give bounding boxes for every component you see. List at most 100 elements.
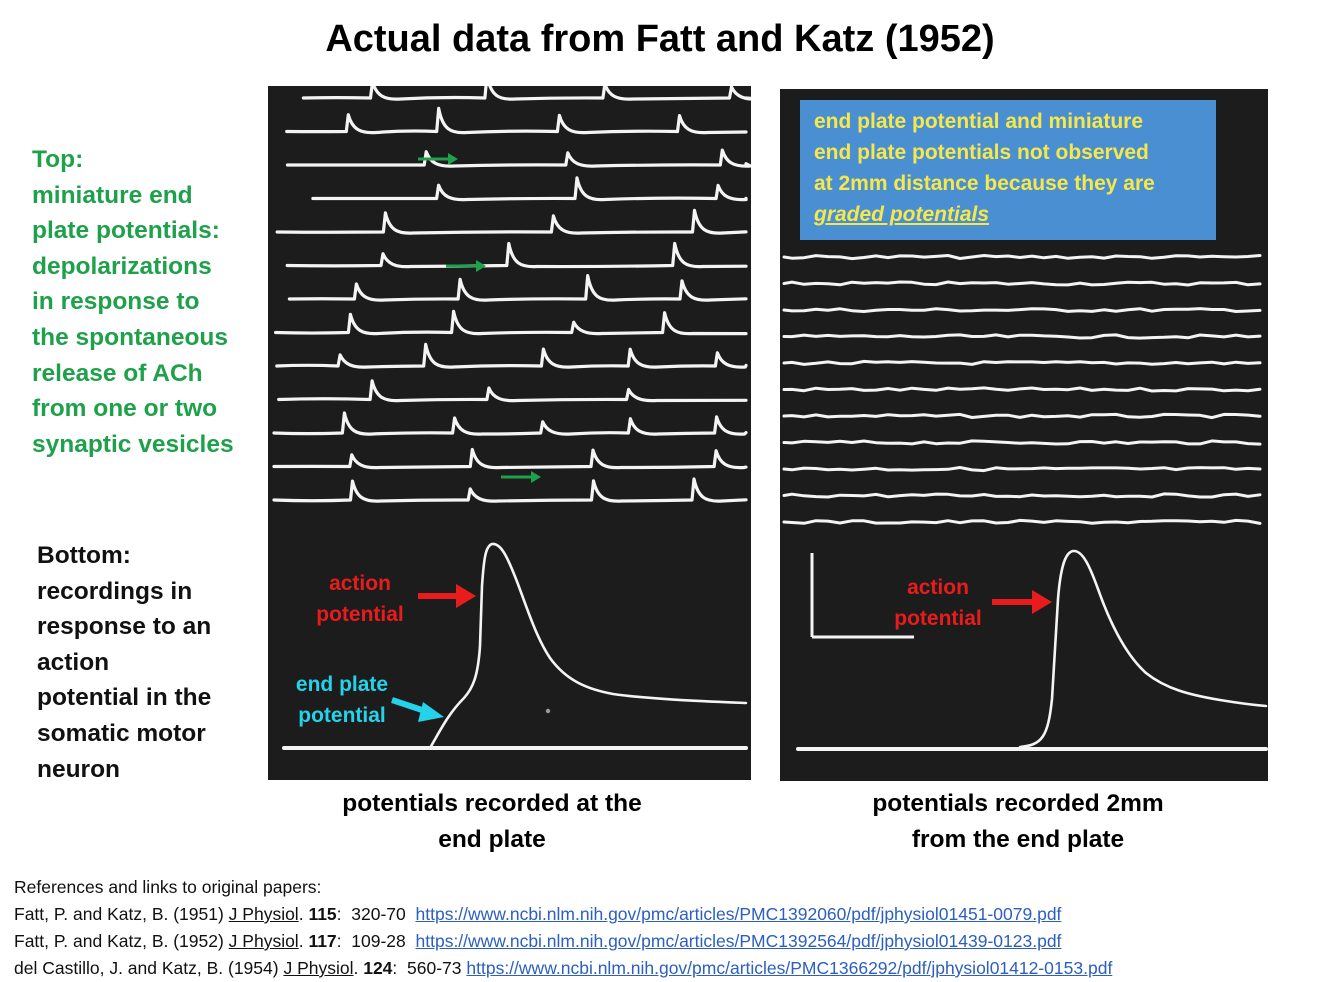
red-arrow <box>418 584 476 608</box>
bottom-description-line: response to an <box>37 613 212 641</box>
reference-pages: 560-73 <box>407 958 462 978</box>
top-description-line: depolarizations <box>32 252 212 280</box>
trace-line <box>285 241 748 269</box>
label-line: potential <box>316 603 404 626</box>
trace-line <box>272 447 748 470</box>
references: References and links to original papers:… <box>14 874 1324 982</box>
trace-line <box>277 379 748 403</box>
trace-line <box>285 106 748 135</box>
bottom-description-line: Bottom: <box>37 542 131 569</box>
trace-line <box>782 518 1262 525</box>
green-arrows <box>418 153 541 483</box>
red-arrow <box>992 590 1052 614</box>
top-description-line: the spontaneous <box>32 323 229 351</box>
info-box: end plate potential and miniature end pl… <box>800 100 1216 240</box>
references-heading: References and links to original papers: <box>14 877 322 897</box>
caption-line: potentials recorded at the <box>342 790 642 817</box>
trace-line <box>287 274 748 302</box>
top-description: Top: miniature end plate potentials: dep… <box>32 142 262 462</box>
top-description-line: in response to <box>32 288 200 316</box>
top-description-line: synaptic vesicles <box>32 430 234 458</box>
trace-line <box>272 411 748 436</box>
trace-line <box>782 492 1262 499</box>
scale-bar <box>810 553 914 639</box>
trace-line <box>782 412 1262 420</box>
trace-line <box>285 148 751 168</box>
bottom-description-line: recordings in <box>37 577 193 605</box>
top-description-line: plate potentials: <box>32 217 220 245</box>
reference-link[interactable]: https://www.ncbi.nlm.nih.gov/pmc/article… <box>466 958 1113 978</box>
top-description-line: Top: <box>32 146 84 173</box>
label-line: action <box>329 572 391 595</box>
caption-line: from the end plate <box>911 826 1125 853</box>
trace-line <box>275 342 748 369</box>
top-description-line: miniature end <box>32 181 193 209</box>
right-panel-caption: potentials recorded 2mm from the end pla… <box>818 786 1218 858</box>
bottom-description-line: potential in the <box>37 684 212 712</box>
trace-line <box>782 439 1262 446</box>
trace-line <box>782 254 1262 261</box>
reference-journal: J Physiol <box>228 904 299 924</box>
distant-traces <box>782 254 1268 751</box>
action-potential-curve <box>1018 549 1268 749</box>
flat-traces <box>782 254 1262 525</box>
info-line: at 2mm distance because they are <box>814 172 1155 195</box>
label-line: end plate <box>295 673 389 696</box>
trace-line <box>782 466 1262 473</box>
action-potential-label-left: action potential <box>310 568 410 630</box>
bottom-description-line: action <box>37 648 110 676</box>
caption-line: end plate <box>438 826 546 853</box>
green-arrow <box>446 260 486 272</box>
trace-line <box>782 359 1262 366</box>
top-description-line: release of ACh <box>32 359 203 387</box>
trace-line <box>782 307 1262 313</box>
trace-line <box>275 208 748 235</box>
reference-link[interactable]: https://www.ncbi.nlm.nih.gov/pmc/article… <box>415 931 1062 951</box>
green-arrow <box>418 153 458 165</box>
label-line: action <box>907 576 969 599</box>
trace-line <box>311 176 748 202</box>
action-potential-trace-distant <box>796 549 1268 751</box>
reference-pages: 320-70 <box>351 904 406 924</box>
bottom-description-line: somatic motor <box>37 719 206 747</box>
action-potential-label-right: action potential <box>888 572 988 634</box>
caption-line: potentials recorded 2mm <box>872 790 1164 817</box>
reference-volume: 124 <box>363 958 393 978</box>
trace-line <box>782 386 1262 393</box>
reference-authors: del Castillo, J. and Katz, B. (1954) <box>14 958 279 978</box>
reference-journal: J Physiol <box>228 931 299 951</box>
left-panel-caption: potentials recorded at the end plate <box>292 786 692 858</box>
reference-authors: Fatt, P. and Katz, B. (1952) <box>14 931 224 951</box>
reference-item: Fatt, P. and Katz, B. (1951) J Physiol. … <box>14 904 1062 924</box>
reference-volume: 117 <box>308 931 337 951</box>
reference-authors: Fatt, P. and Katz, B. (1951) <box>14 904 224 924</box>
end-plate-traces <box>272 86 751 750</box>
miniature-epp-traces <box>272 86 751 503</box>
info-emphasis: graded potentials <box>814 203 990 226</box>
info-line: end plate potentials not observed <box>814 141 1149 164</box>
trace-line <box>272 477 748 503</box>
label-line: potential <box>298 704 386 727</box>
action-potential-curve <box>428 542 748 750</box>
cyan-arrow <box>391 697 444 722</box>
reference-item: Fatt, P. and Katz, B. (1952) J Physiol. … <box>14 931 1062 951</box>
reference-item: del Castillo, J. and Katz, B. (1954) J P… <box>14 958 1113 978</box>
reference-pages: 109-28 <box>351 931 406 951</box>
reference-volume: 115 <box>308 904 337 924</box>
bottom-description-line: neuron <box>37 755 121 783</box>
trace-line <box>782 280 1262 287</box>
label-line: potential <box>894 607 982 630</box>
end-plate-recording-panel <box>268 86 751 780</box>
page-title: Actual data from Fatt and Katz (1952) <box>325 18 995 60</box>
info-line: end plate potential and miniature <box>814 110 1144 133</box>
reference-link[interactable]: https://www.ncbi.nlm.nih.gov/pmc/article… <box>415 904 1062 924</box>
green-arrow <box>501 471 541 483</box>
bottom-description: Bottom: recordings in response to an act… <box>37 538 265 787</box>
trace-line <box>274 309 748 336</box>
top-description-line: from one or two <box>32 395 218 423</box>
trace-line <box>301 86 751 101</box>
end-plate-potential-label: end plate potential <box>288 669 396 731</box>
action-potential-trace-endplate <box>282 542 748 750</box>
trace-line <box>782 333 1262 340</box>
reference-journal: J Physiol <box>283 958 354 978</box>
